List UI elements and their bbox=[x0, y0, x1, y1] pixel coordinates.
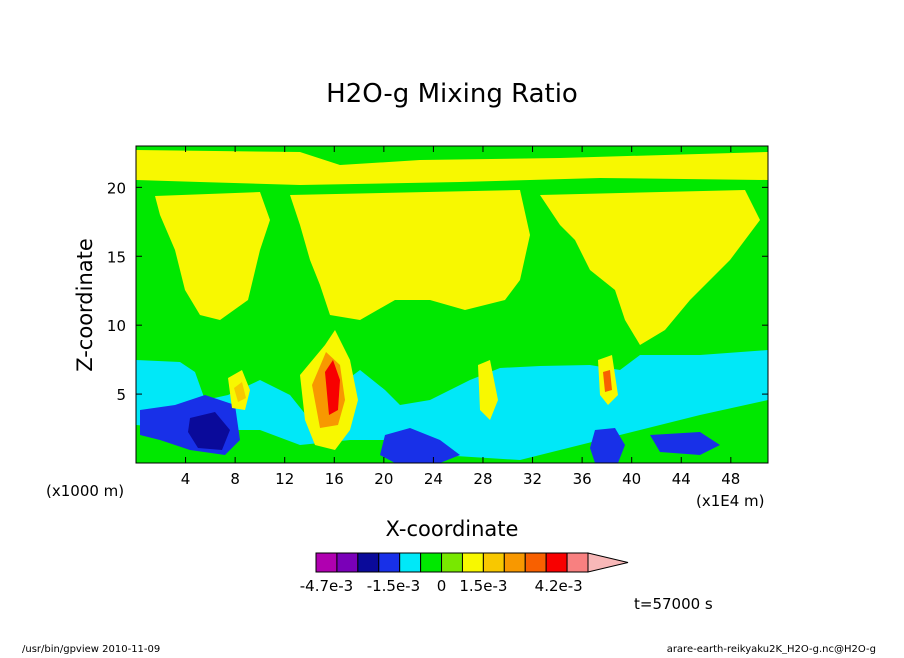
x-unit-right: (x1E4 m) bbox=[696, 492, 765, 510]
chart-title: H2O-g Mixing Ratio bbox=[326, 79, 578, 109]
colorbar-swatch bbox=[336, 552, 359, 573]
footer-left: /usr/bin/gpview 2010-11-09 bbox=[22, 644, 160, 654]
contour-red-far-blob bbox=[603, 370, 612, 392]
y-tick-label: 20 bbox=[107, 179, 126, 197]
colorbar-arrow bbox=[587, 552, 629, 573]
colorbar-label: 0 bbox=[437, 577, 447, 595]
colorbar-label: 1.5e-3 bbox=[459, 577, 507, 595]
y-tick-label: 10 bbox=[107, 317, 126, 335]
contour-yellow-top bbox=[136, 150, 768, 185]
y-tick-label: 5 bbox=[116, 386, 126, 404]
x-unit-left: (x1000 m) bbox=[46, 482, 124, 500]
contour-blue-right2 bbox=[650, 432, 720, 455]
contour-red-core bbox=[325, 360, 340, 415]
contour-blue-right bbox=[590, 428, 625, 463]
x-tick-label: 32 bbox=[523, 470, 542, 488]
colorbar-swatch bbox=[566, 552, 589, 573]
x-tick-label: 16 bbox=[325, 470, 344, 488]
y-axis-label: Z-coordinate bbox=[73, 238, 97, 372]
colorbar-swatch bbox=[399, 552, 422, 573]
x-tick-label: 48 bbox=[721, 470, 740, 488]
colorbar-label: -4.7e-3 bbox=[300, 577, 353, 595]
contour-blue-mid bbox=[380, 428, 460, 463]
colorbar-swatch bbox=[441, 552, 463, 573]
x-tick-label: 44 bbox=[672, 470, 691, 488]
colorbar: -4.7e-3 -1.5e-3 0 1.5e-3 4.2e-3 bbox=[300, 552, 629, 595]
colorbar-swatch bbox=[315, 552, 338, 573]
x-axis-ticks: 4 8 12 16 20 24 28 32 36 40 44 48 bbox=[181, 146, 740, 488]
colorbar-label: 4.2e-3 bbox=[535, 577, 583, 595]
colorbar-swatch bbox=[378, 552, 401, 573]
contour-yellow-main bbox=[155, 192, 270, 320]
plot-frame bbox=[135, 145, 769, 464]
contour-yellow-right-blob bbox=[478, 360, 498, 420]
colorbar-swatch bbox=[524, 552, 547, 573]
y-axis-ticks: 5 10 15 20 bbox=[107, 179, 768, 404]
x-tick-label: 8 bbox=[230, 470, 240, 488]
time-label: t=57000 s bbox=[634, 595, 713, 613]
colorbar-swatch bbox=[461, 552, 484, 573]
colorbar-swatch bbox=[357, 552, 380, 573]
y-tick-label: 15 bbox=[107, 248, 126, 266]
x-axis-label: X-coordinate bbox=[386, 517, 519, 541]
x-tick-label: 36 bbox=[573, 470, 592, 488]
contour-orange-left-blob bbox=[234, 382, 246, 402]
contour-darkblue-left bbox=[188, 412, 230, 450]
x-tick-label: 40 bbox=[622, 470, 641, 488]
x-tick-label: 4 bbox=[181, 470, 191, 488]
colorbar-swatch bbox=[482, 552, 505, 573]
footer-right: arare-earth-reikyaku2K_H2O-g.nc@H2O-g bbox=[667, 644, 876, 654]
colorbar-swatch bbox=[545, 552, 568, 573]
contour-yellow-upper bbox=[290, 190, 530, 320]
x-tick-label: 20 bbox=[374, 470, 393, 488]
x-tick-label: 12 bbox=[275, 470, 294, 488]
colorbar-swatch bbox=[503, 552, 526, 573]
x-tick-label: 24 bbox=[424, 470, 443, 488]
colorbar-label: -1.5e-3 bbox=[367, 577, 420, 595]
contour-yellow-right bbox=[540, 190, 760, 345]
colorbar-swatch bbox=[420, 552, 443, 573]
x-tick-label: 28 bbox=[473, 470, 492, 488]
